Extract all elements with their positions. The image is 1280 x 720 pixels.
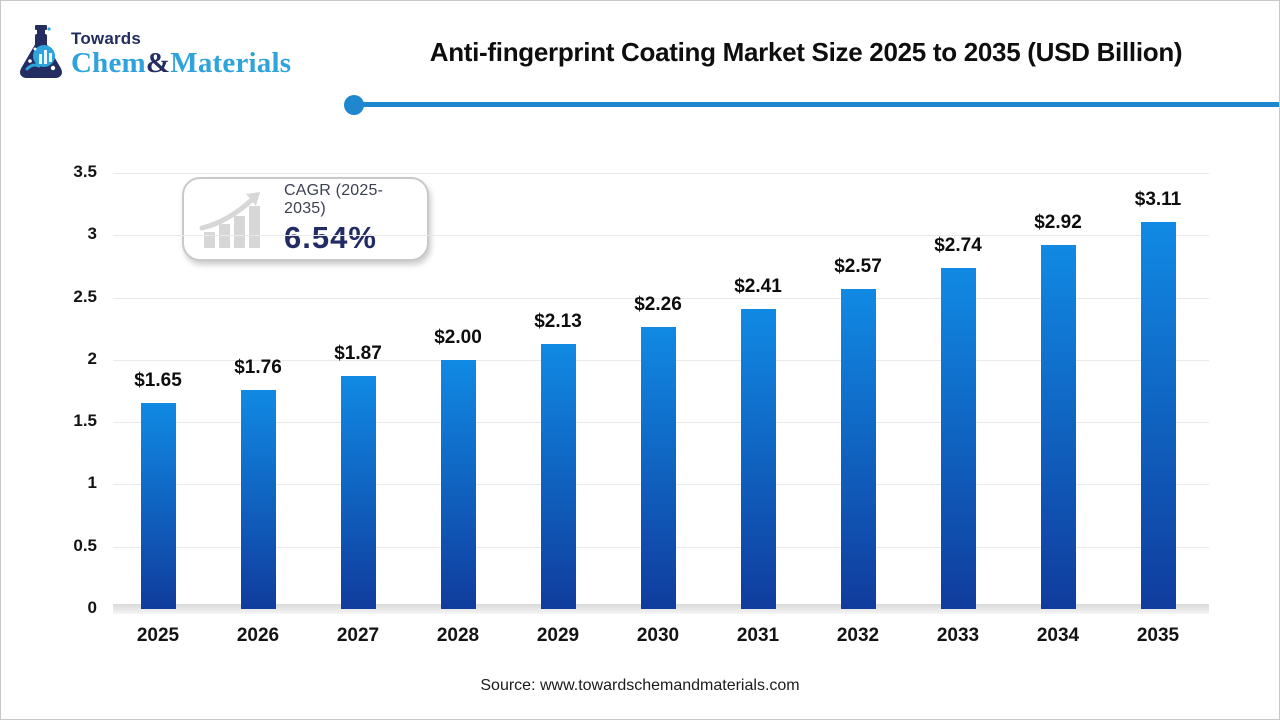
x-axis-tick-2028: 2028	[436, 625, 480, 646]
y-axis-tick-3: 3	[87, 224, 97, 244]
cagr-text: CAGR (2025-2035) 6.54%	[284, 182, 417, 256]
brand-logo: Towards Chem&Materials	[15, 23, 291, 83]
bar-2033	[940, 267, 976, 609]
brand-ampersand: &	[145, 47, 171, 79]
bar-value-label-2026: $1.76	[234, 356, 282, 378]
x-axis-tick-2035: 2035	[1136, 625, 1180, 646]
brand-materials: Materials	[170, 47, 292, 79]
x-axis-tick-2033: 2033	[936, 625, 980, 646]
y-axis-tick-2.5: 2.5	[73, 286, 97, 306]
y-axis-tick-2: 2	[87, 348, 97, 368]
bar-value-label-2027: $1.87	[334, 343, 382, 365]
bar-chart-plot-area: 0 0.5 1 1.5 2 2.5 3 3.5 $1.65 2025 $1.76 2026 $1.87 2…	[73, 162, 1209, 646]
bar-value-label-2030: $2.26	[634, 294, 682, 316]
flask-icon	[20, 25, 62, 78]
x-axis-tick-2027: 2027	[336, 625, 380, 646]
bar-2034	[1040, 245, 1076, 609]
x-axis-tick-2034: 2034	[1036, 625, 1080, 646]
y-axis-tick-3.5: 3.5	[73, 162, 97, 181]
cagr-badge: CAGR (2025-2035) 6.54%	[182, 177, 429, 261]
source-attribution: Source: www.towardschemandmaterials.com	[480, 677, 800, 694]
bar-2031	[740, 308, 776, 609]
bar-value-label-2028: $2.00	[434, 326, 482, 348]
bar-value-label-2031: $2.41	[734, 275, 782, 297]
x-axis-tick-2031: 2031	[736, 625, 780, 646]
bar-value-label-2034: $2.92	[1034, 212, 1082, 234]
bar-2027	[340, 376, 376, 609]
brand-logo-text: Towards Chem&Materials	[71, 23, 291, 78]
y-axis-tick-1.5: 1.5	[73, 411, 97, 431]
bar-value-label-2033: $2.74	[934, 234, 982, 256]
brand-towards: Towards	[71, 29, 142, 48]
x-axis-tick-2025: 2025	[136, 625, 180, 646]
bar-2030	[640, 327, 676, 609]
gridline-y-2.5	[113, 297, 1209, 299]
header-divider-line	[363, 102, 1279, 107]
x-axis-tick-2032: 2032	[836, 625, 880, 646]
bar-2032	[840, 288, 876, 609]
header-divider-dot	[344, 95, 364, 115]
y-axis-tick-0.5: 0.5	[73, 535, 97, 555]
bar-2026	[240, 389, 276, 609]
bar-value-label-2032: $2.57	[834, 255, 882, 277]
gridline-y-3.5	[113, 173, 1209, 174]
gridline-y-3	[113, 235, 1209, 237]
cagr-value: 6.54%	[284, 220, 377, 255]
brand-name: Chem&Materials	[71, 49, 291, 78]
bar-value-label-2035: $3.11	[1134, 188, 1182, 210]
bar-value-label-2029: $2.13	[534, 310, 582, 332]
cagr-label: CAGR (2025-2035)	[284, 182, 384, 217]
x-axis-baseline	[113, 604, 1209, 614]
bar-2025	[140, 403, 176, 609]
y-axis-tick-0: 0	[87, 598, 97, 617]
bar-2035	[1140, 221, 1176, 609]
bar-2028	[440, 359, 476, 609]
bar-value-label-2025: $1.65	[134, 370, 182, 392]
x-axis-tick-2030: 2030	[636, 625, 680, 646]
y-axis-tick-1: 1	[87, 473, 97, 493]
x-axis-tick-2026: 2026	[236, 625, 280, 646]
brand-chem: Chem	[71, 47, 146, 79]
bar-2029	[540, 343, 576, 609]
page-title: Anti-fingerprint Coating Market Size 202…	[429, 37, 1183, 67]
x-axis-tick-2029: 2029	[536, 625, 580, 646]
